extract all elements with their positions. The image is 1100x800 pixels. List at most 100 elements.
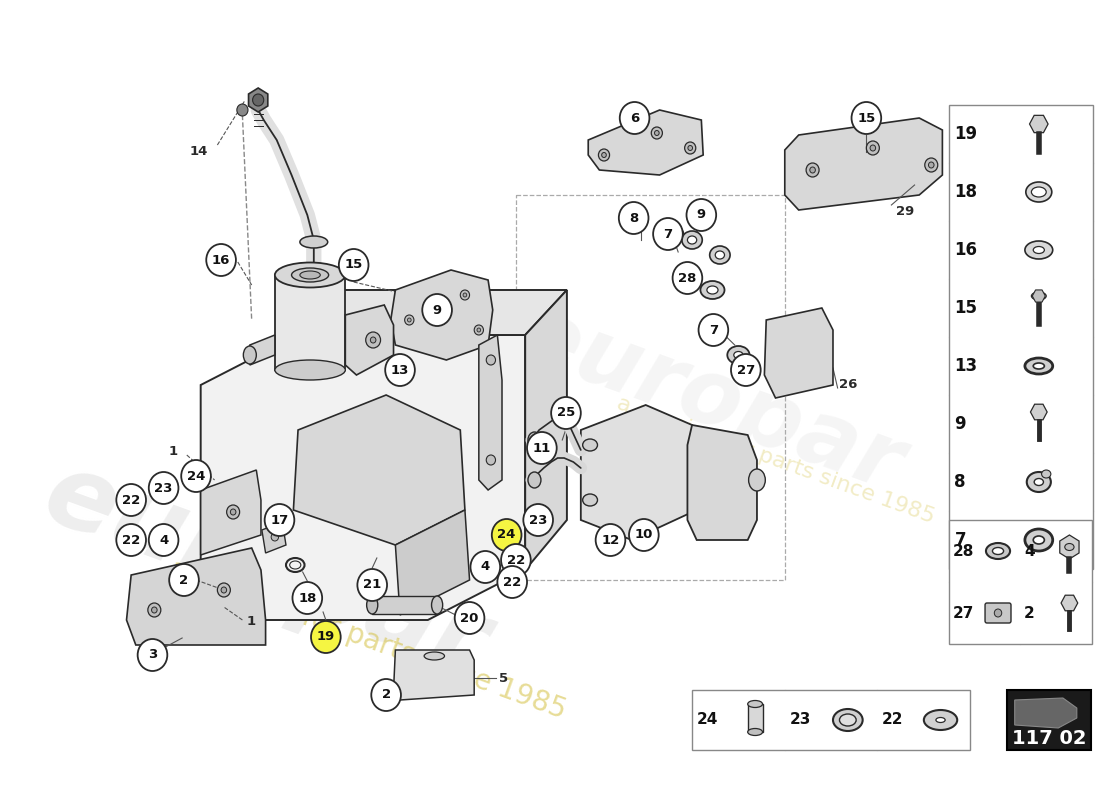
- Text: 29: 29: [896, 205, 914, 218]
- Text: 22: 22: [122, 534, 141, 546]
- Circle shape: [867, 141, 879, 155]
- Text: 7: 7: [663, 227, 672, 241]
- Circle shape: [527, 432, 557, 464]
- Polygon shape: [525, 290, 566, 570]
- Ellipse shape: [1025, 241, 1053, 259]
- Text: 16: 16: [212, 254, 230, 266]
- Ellipse shape: [1032, 187, 1046, 197]
- Circle shape: [598, 149, 609, 161]
- Text: a passion for parts since 1985: a passion for parts since 1985: [166, 555, 570, 725]
- Ellipse shape: [710, 246, 730, 264]
- Ellipse shape: [748, 729, 762, 735]
- Circle shape: [651, 127, 662, 139]
- Ellipse shape: [243, 346, 256, 364]
- Circle shape: [339, 249, 369, 281]
- Circle shape: [806, 163, 820, 177]
- Circle shape: [619, 102, 649, 134]
- Circle shape: [422, 294, 452, 326]
- Ellipse shape: [275, 262, 345, 287]
- Ellipse shape: [986, 543, 1010, 559]
- Ellipse shape: [1033, 246, 1044, 254]
- Circle shape: [148, 472, 178, 504]
- Polygon shape: [478, 335, 502, 490]
- Circle shape: [595, 524, 625, 556]
- FancyBboxPatch shape: [984, 603, 1011, 623]
- Ellipse shape: [1025, 358, 1053, 374]
- Ellipse shape: [707, 286, 718, 294]
- Text: 3: 3: [147, 649, 157, 662]
- Circle shape: [454, 602, 484, 634]
- Circle shape: [486, 355, 495, 365]
- Ellipse shape: [1033, 363, 1044, 369]
- Ellipse shape: [528, 432, 541, 448]
- Circle shape: [477, 328, 481, 332]
- Ellipse shape: [275, 360, 345, 380]
- Ellipse shape: [626, 211, 647, 229]
- Text: 27: 27: [737, 363, 755, 377]
- Polygon shape: [200, 470, 261, 555]
- Ellipse shape: [734, 351, 744, 358]
- Text: 18: 18: [955, 183, 978, 201]
- Circle shape: [253, 94, 264, 106]
- Text: 23: 23: [154, 482, 173, 494]
- Circle shape: [385, 354, 415, 386]
- Text: 7: 7: [955, 531, 966, 549]
- Text: 2: 2: [179, 574, 188, 586]
- Polygon shape: [262, 522, 286, 553]
- Text: 22: 22: [882, 713, 903, 727]
- Bar: [275, 275, 345, 370]
- Ellipse shape: [1042, 470, 1050, 478]
- Text: 15: 15: [955, 299, 978, 317]
- Polygon shape: [390, 270, 493, 360]
- Ellipse shape: [701, 281, 725, 299]
- Circle shape: [407, 318, 411, 322]
- Text: 2: 2: [382, 689, 390, 702]
- Circle shape: [486, 455, 495, 465]
- Ellipse shape: [431, 596, 442, 614]
- Ellipse shape: [1032, 292, 1046, 300]
- Circle shape: [227, 505, 240, 519]
- Circle shape: [218, 583, 230, 597]
- Text: europar: europar: [507, 290, 914, 510]
- Circle shape: [654, 130, 659, 135]
- Ellipse shape: [727, 346, 749, 364]
- Text: 25: 25: [557, 406, 575, 419]
- Text: 5: 5: [499, 672, 508, 685]
- Ellipse shape: [748, 701, 762, 707]
- Ellipse shape: [583, 439, 597, 451]
- Text: 27: 27: [953, 606, 974, 621]
- Circle shape: [684, 142, 696, 154]
- Text: 4: 4: [481, 561, 490, 574]
- Text: 1: 1: [248, 615, 256, 628]
- Text: 28: 28: [679, 271, 696, 285]
- Circle shape: [688, 146, 693, 150]
- Text: 9: 9: [432, 303, 442, 317]
- Text: 23: 23: [529, 514, 548, 526]
- Text: 13: 13: [955, 357, 978, 375]
- Circle shape: [925, 158, 938, 172]
- Circle shape: [117, 524, 146, 556]
- Text: 22: 22: [507, 554, 525, 566]
- Polygon shape: [784, 118, 943, 210]
- Bar: [1008, 690, 1091, 750]
- Circle shape: [405, 315, 414, 325]
- Text: 4: 4: [160, 534, 168, 546]
- Ellipse shape: [833, 709, 862, 731]
- Ellipse shape: [936, 718, 945, 722]
- Polygon shape: [126, 548, 265, 645]
- Polygon shape: [298, 290, 566, 335]
- Ellipse shape: [1025, 529, 1053, 551]
- Circle shape: [492, 519, 521, 551]
- Ellipse shape: [682, 231, 702, 249]
- Polygon shape: [394, 650, 474, 700]
- Text: 9: 9: [955, 415, 966, 433]
- Text: 11: 11: [532, 442, 551, 454]
- Text: 23: 23: [790, 713, 811, 727]
- Circle shape: [311, 621, 341, 653]
- Circle shape: [686, 199, 716, 231]
- Circle shape: [365, 332, 381, 348]
- Text: 9: 9: [696, 209, 706, 222]
- Text: 6: 6: [630, 111, 639, 125]
- Ellipse shape: [1065, 543, 1074, 550]
- Polygon shape: [200, 335, 525, 620]
